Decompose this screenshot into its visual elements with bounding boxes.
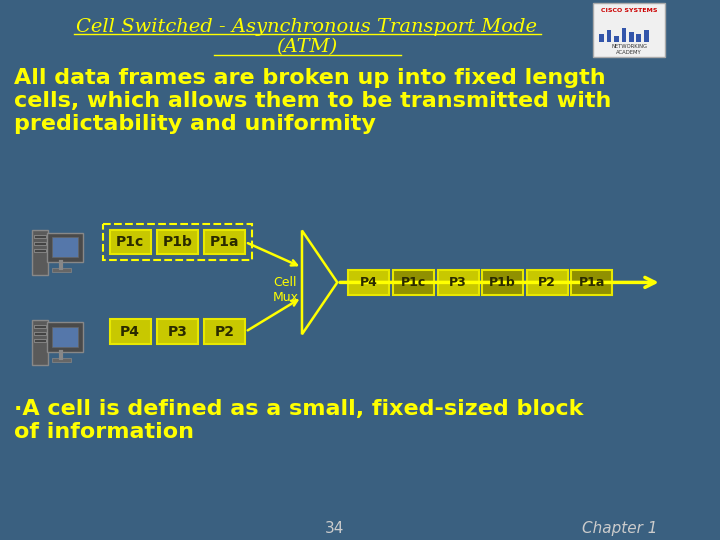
FancyBboxPatch shape [204, 319, 246, 345]
FancyBboxPatch shape [204, 230, 246, 254]
Text: P1c: P1c [401, 276, 426, 289]
Text: CISCO SYSTEMS: CISCO SYSTEMS [600, 8, 657, 13]
Text: P3: P3 [449, 276, 467, 289]
FancyBboxPatch shape [48, 322, 83, 352]
Text: P1b: P1b [490, 276, 516, 289]
FancyBboxPatch shape [35, 339, 45, 342]
FancyBboxPatch shape [48, 233, 83, 262]
Text: ·A cell is defined as a small, fixed-sized block
of information: ·A cell is defined as a small, fixed-siz… [14, 399, 583, 442]
Text: P4: P4 [120, 325, 140, 339]
FancyBboxPatch shape [393, 270, 434, 295]
FancyBboxPatch shape [35, 249, 45, 252]
FancyBboxPatch shape [32, 230, 48, 275]
Text: P1c: P1c [116, 235, 144, 249]
Text: All data frames are broken up into fixed length
cells, which allows them to be t: All data frames are broken up into fixed… [14, 68, 611, 134]
FancyBboxPatch shape [109, 319, 150, 345]
Text: P2: P2 [215, 325, 235, 339]
FancyBboxPatch shape [607, 30, 611, 42]
Text: P2: P2 [539, 276, 557, 289]
FancyBboxPatch shape [572, 270, 612, 295]
Text: Chapter 1: Chapter 1 [582, 521, 658, 536]
Text: P1a: P1a [579, 276, 605, 289]
FancyBboxPatch shape [157, 319, 198, 345]
Text: P1a: P1a [210, 235, 240, 249]
FancyBboxPatch shape [629, 32, 634, 42]
FancyBboxPatch shape [157, 230, 198, 254]
FancyBboxPatch shape [438, 270, 479, 295]
Text: Cell
Mux: Cell Mux [272, 276, 298, 305]
FancyBboxPatch shape [348, 270, 390, 295]
FancyBboxPatch shape [614, 36, 618, 42]
Text: NETWORKING
ACADEMY: NETWORKING ACADEMY [611, 44, 647, 55]
FancyBboxPatch shape [644, 30, 649, 42]
FancyBboxPatch shape [593, 3, 665, 57]
FancyBboxPatch shape [52, 238, 78, 258]
FancyBboxPatch shape [482, 270, 523, 295]
FancyBboxPatch shape [52, 268, 71, 272]
FancyBboxPatch shape [52, 358, 71, 362]
Polygon shape [302, 231, 337, 334]
Text: P4: P4 [360, 276, 378, 289]
Text: Cell Switched - Asynchronous Transport Mode: Cell Switched - Asynchronous Transport M… [76, 18, 537, 36]
FancyBboxPatch shape [636, 34, 641, 42]
Text: P1b: P1b [163, 235, 192, 249]
Text: (ATM): (ATM) [276, 38, 337, 56]
FancyBboxPatch shape [621, 28, 626, 42]
Text: 34: 34 [325, 521, 344, 536]
FancyBboxPatch shape [52, 327, 78, 347]
FancyBboxPatch shape [35, 325, 45, 328]
FancyBboxPatch shape [527, 270, 568, 295]
FancyBboxPatch shape [32, 320, 48, 365]
FancyBboxPatch shape [35, 242, 45, 245]
FancyBboxPatch shape [35, 235, 45, 238]
FancyBboxPatch shape [109, 230, 150, 254]
FancyBboxPatch shape [599, 34, 604, 42]
Text: P3: P3 [168, 325, 187, 339]
FancyBboxPatch shape [35, 332, 45, 335]
